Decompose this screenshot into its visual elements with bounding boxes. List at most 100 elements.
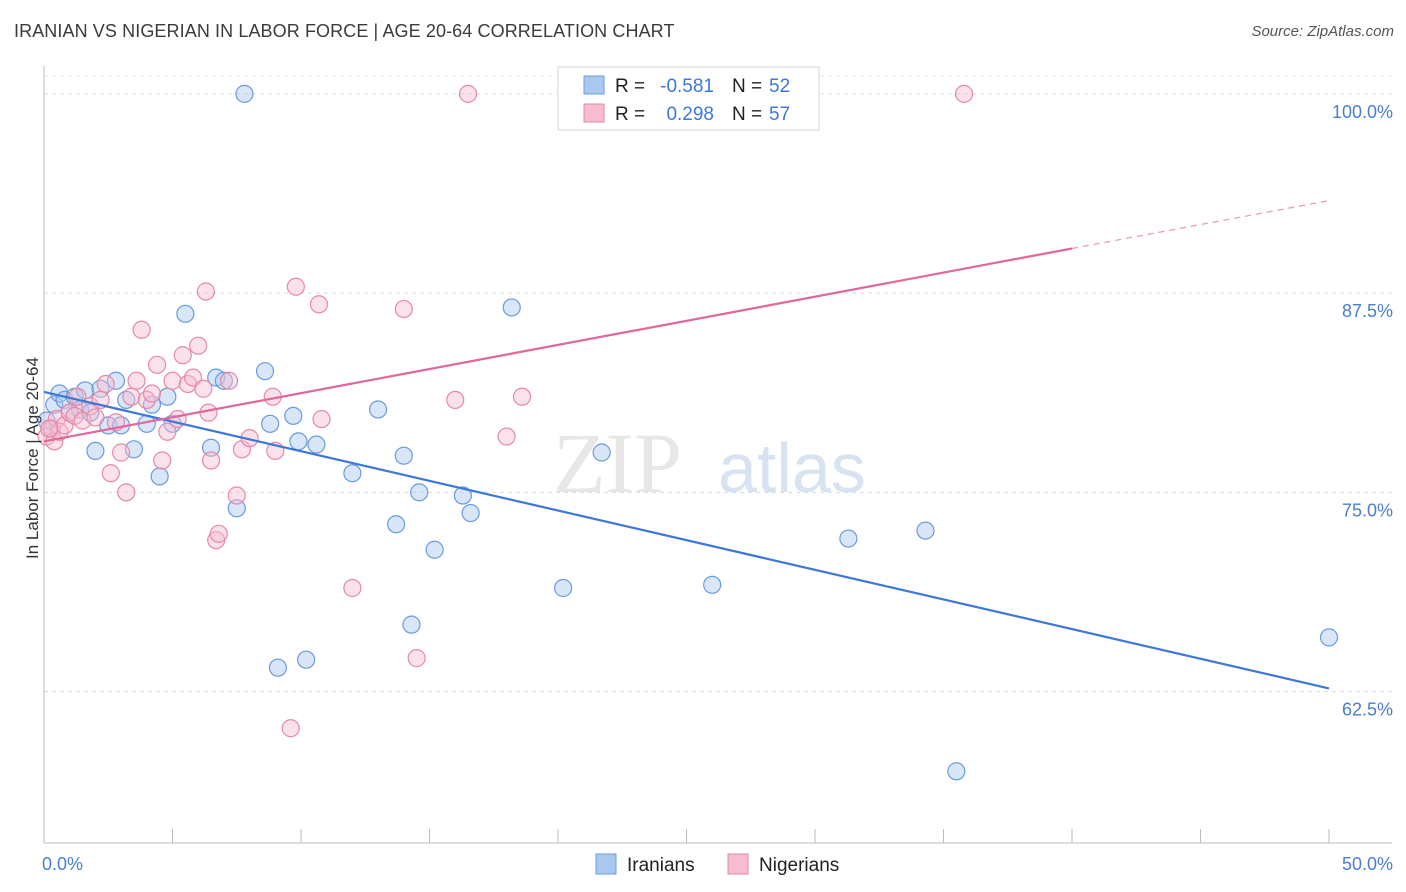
nigerian-point [309, 295, 329, 314]
y-tick-labels: 100.0% 87.5% 75.0% 62.5% [1332, 102, 1393, 720]
iranian-point [839, 529, 858, 548]
nigerian-point [163, 371, 182, 390]
axes [43, 66, 1392, 844]
iranian-point [86, 441, 105, 461]
nigerian-trend-line [43, 247, 1073, 443]
iranian-point [297, 650, 316, 669]
nigerian-trend-extension [1071, 200, 1330, 250]
nigerian-point [281, 719, 300, 738]
trend-lines [43, 200, 1330, 690]
nigerian-point [286, 277, 305, 296]
nigerian-point [40, 419, 59, 438]
x-tick-label: 50.0% [1342, 854, 1393, 874]
iranian-point [255, 362, 275, 381]
iranian-point [410, 483, 429, 502]
iranian-point [150, 467, 169, 486]
iranian-point [386, 515, 406, 534]
nigerian-point [407, 649, 426, 668]
iranian-point [554, 578, 573, 598]
iranian-point [703, 575, 722, 594]
nigerian-point [147, 355, 167, 374]
iranian-point [176, 304, 195, 323]
legend-swatch [595, 853, 617, 875]
x-tick-labels: 0.0% 50.0% [42, 854, 1393, 874]
legend-swatch [583, 103, 605, 123]
legend-label: Nigerians [759, 855, 839, 876]
nigerian-point [153, 451, 172, 470]
correlation-legend: R = -0.581 N = 52 R = 0.298 N = 57 [557, 66, 820, 131]
legend-r-label: R = [615, 104, 645, 125]
iranian-point [425, 540, 444, 559]
nigerian-point [219, 371, 239, 390]
nigerian-point [497, 427, 516, 446]
legend-r-value: -0.581 [660, 76, 714, 97]
nigerian-point [96, 374, 115, 394]
nigerian-point [194, 379, 213, 398]
iranian-point [394, 446, 413, 465]
y-axis-label: In Labor Force | Age 20-64 [23, 357, 42, 559]
iranian-point [947, 762, 966, 781]
iranian-point [158, 387, 177, 406]
iranian-point [261, 414, 280, 433]
nigerian-point [512, 387, 532, 406]
iranian-point [106, 371, 126, 390]
nigerian-point [209, 524, 228, 543]
iranian-point [453, 486, 473, 505]
nigerian-point [227, 486, 246, 505]
nigerian-point [954, 84, 974, 103]
x-tick-label: 0.0% [42, 854, 83, 874]
legend-swatch [727, 853, 749, 875]
scatter-points [37, 84, 1339, 781]
iranian-point [201, 438, 221, 457]
iranian-trend-line [43, 390, 1330, 690]
nigerian-point [343, 578, 362, 598]
nigerian-point [117, 483, 136, 502]
legend-label: Iranians [627, 855, 695, 876]
iranian-point [117, 390, 136, 410]
nigerian-point [201, 451, 221, 470]
iranian-point [369, 400, 388, 419]
nigerian-point [127, 371, 146, 390]
nigerian-point [122, 387, 141, 406]
iranian-point [461, 503, 480, 523]
legend-r-value: 0.298 [666, 104, 714, 125]
legend-r-label: R = [615, 76, 645, 97]
chart-title: IRANIAN VS NIGERIAN IN LABOR FORCE | AGE… [14, 21, 675, 41]
iranian-point [592, 443, 611, 462]
nigerian-point [158, 422, 177, 441]
nigerian-point [446, 390, 465, 410]
iranian-point [402, 615, 421, 634]
iranian-point [289, 432, 308, 451]
iranian-point [227, 499, 246, 518]
iranian-point [502, 298, 521, 317]
iranian-point [268, 658, 287, 677]
nigerian-point [173, 346, 192, 365]
iranian-point [45, 395, 64, 414]
nigerian-point [394, 299, 413, 319]
legend-n-value: 52 [769, 76, 790, 97]
nigerian-point [458, 84, 478, 103]
legend-n-label: N = [732, 76, 762, 97]
iranian-point [343, 464, 362, 483]
iranian-point [307, 435, 326, 454]
nigerian-point [111, 443, 131, 462]
y-tick-label: 75.0% [1342, 500, 1393, 520]
iranian-point [916, 521, 935, 540]
iranian-point [214, 371, 233, 390]
nigerian-point [183, 368, 203, 387]
iranian-point [1319, 628, 1339, 647]
watermark-zip: ZIP [553, 415, 682, 511]
nigerian-point [312, 409, 331, 429]
iranian-point [235, 84, 254, 103]
legend-n-value: 57 [769, 104, 790, 125]
legend-swatch [583, 75, 605, 95]
nigerian-point [189, 336, 208, 355]
nigerian-point [86, 408, 105, 427]
iranian-point [284, 406, 303, 425]
nigerian-point [132, 320, 151, 339]
nigerian-point [142, 384, 162, 403]
grid-lines [44, 75, 1392, 693]
nigerian-point [101, 464, 120, 483]
y-tick-label: 62.5% [1342, 700, 1393, 720]
